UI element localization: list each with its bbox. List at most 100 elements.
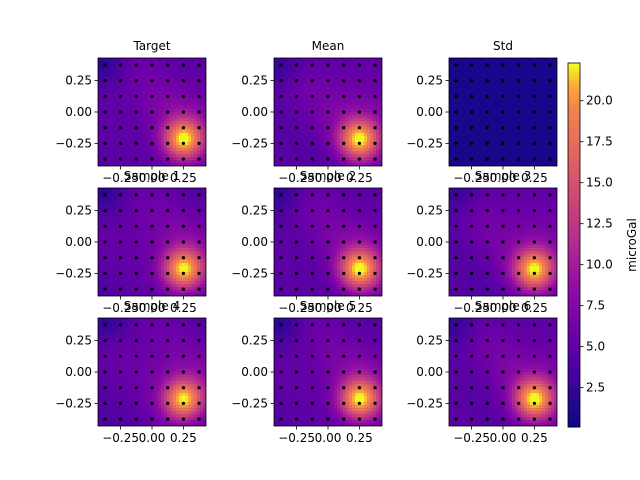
heatmap-cell <box>307 64 311 68</box>
heatmap-cell <box>104 100 108 104</box>
heatmap-cell <box>551 58 555 62</box>
heatmap-cell <box>164 239 168 243</box>
heatmap-cell <box>361 76 365 80</box>
heatmap-cell <box>551 73 555 77</box>
heatmap-cell <box>155 91 159 95</box>
heatmap-cell <box>554 112 557 116</box>
heatmap-cell <box>497 91 501 95</box>
heatmap-cell <box>155 70 159 74</box>
heatmap-cell <box>458 121 462 125</box>
heatmap-cell <box>352 109 356 113</box>
heatmap-cell <box>509 61 513 65</box>
heatmap-cell <box>173 73 177 77</box>
heatmap-cell <box>295 73 299 77</box>
heatmap-cell <box>173 136 177 140</box>
heatmap-cell <box>328 121 332 125</box>
heatmap-cell <box>125 157 129 161</box>
heatmap-cell <box>337 67 341 71</box>
heatmap-cell <box>322 109 326 113</box>
heatmap-cell <box>542 73 546 77</box>
heatmap-cell <box>473 106 477 110</box>
heatmap-cell <box>548 163 552 166</box>
heatmap-cell <box>473 154 477 158</box>
heatmap-cell <box>331 136 335 140</box>
heatmap-cell <box>292 85 296 89</box>
heatmap-cell <box>280 133 284 137</box>
heatmap-cell <box>191 157 195 161</box>
heatmap-cell <box>491 124 495 128</box>
heatmap-cell <box>379 133 382 137</box>
heatmap-cell <box>298 76 302 80</box>
heatmap-cell <box>119 266 123 270</box>
heatmap-cell <box>125 269 129 273</box>
heatmap-cell <box>283 79 287 83</box>
heatmap-cell <box>119 218 123 222</box>
heatmap-cell <box>319 58 323 62</box>
heatmap-cell <box>155 251 159 255</box>
heatmap-cell <box>509 121 513 125</box>
heatmap-cell <box>146 278 150 282</box>
heatmap-cell <box>188 124 192 128</box>
heatmap-cell <box>203 148 206 152</box>
heatmap-cell <box>176 100 180 104</box>
heatmap-cell <box>143 157 147 161</box>
heatmap-cell <box>310 151 314 155</box>
heatmap-cell <box>358 139 362 143</box>
heatmap-cell <box>170 275 174 279</box>
heatmap-cell <box>161 64 165 68</box>
heatmap-cell <box>518 103 522 107</box>
heatmap-cell <box>274 88 278 92</box>
heatmap-cell <box>167 248 171 252</box>
heatmap-cell <box>185 64 189 68</box>
heatmap-cell <box>497 127 501 131</box>
heatmap-cell <box>449 121 453 125</box>
heatmap-cell <box>200 109 204 113</box>
heatmap-cell <box>467 112 471 116</box>
heatmap-cell <box>349 121 353 125</box>
heatmap-cell <box>298 64 302 68</box>
heatmap-cell <box>128 112 132 116</box>
heatmap-cell <box>536 109 540 113</box>
heatmap-cell <box>152 124 156 128</box>
heatmap-cell <box>304 85 308 89</box>
heatmap-cell <box>107 209 111 213</box>
heatmap-cell <box>476 163 480 166</box>
heatmap-cell <box>500 124 504 128</box>
heatmap-cell <box>518 160 522 164</box>
heatmap-cell <box>110 94 114 98</box>
heatmap-cell <box>458 160 462 164</box>
heatmap-cell <box>349 67 353 71</box>
heatmap-cell <box>110 73 114 77</box>
heatmap-cell <box>527 67 531 71</box>
heatmap-cell <box>476 124 480 128</box>
heatmap-cell <box>104 154 108 158</box>
heatmap-cell <box>295 112 299 116</box>
heatmap-cell <box>152 163 156 166</box>
heatmap-cell <box>128 136 132 140</box>
y-tick-label: 0.00 <box>416 105 443 119</box>
heatmap-cell <box>143 215 147 219</box>
heatmap-cell <box>518 151 522 155</box>
heatmap-cell <box>98 245 102 249</box>
heatmap-cell <box>143 91 147 95</box>
heatmap-cell <box>277 148 281 152</box>
heatmap-cell <box>461 73 465 77</box>
heatmap-cell <box>449 115 453 119</box>
heatmap-cell <box>322 106 326 110</box>
heatmap-cell <box>173 61 177 65</box>
heatmap-cell <box>277 163 281 166</box>
heatmap-cell <box>164 191 168 195</box>
heatmap-cell <box>482 109 486 113</box>
heatmap-cell <box>140 218 144 222</box>
heatmap-cell <box>542 124 546 128</box>
heatmap-cell <box>497 142 501 146</box>
heatmap-cell <box>316 76 320 80</box>
sensor-point <box>166 110 170 114</box>
heatmap-cell <box>467 157 471 161</box>
heatmap-cell <box>116 251 120 255</box>
heatmap-cell <box>98 82 102 86</box>
heatmap-cell <box>343 124 347 128</box>
heatmap-cell <box>101 290 105 294</box>
heatmap-cell <box>506 136 510 140</box>
heatmap-cell <box>155 136 159 140</box>
